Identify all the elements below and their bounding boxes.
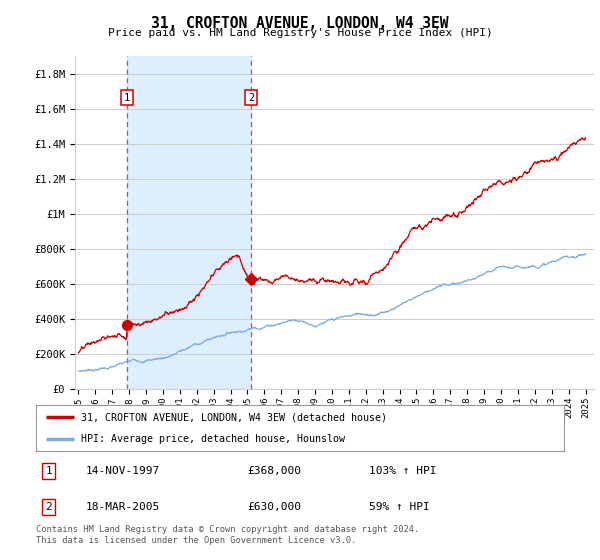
Text: 1: 1 xyxy=(46,466,52,476)
Text: 31, CROFTON AVENUE, LONDON, W4 3EW (detached house): 31, CROFTON AVENUE, LONDON, W4 3EW (deta… xyxy=(81,412,387,422)
Text: 2: 2 xyxy=(248,92,254,102)
Text: Price paid vs. HM Land Registry's House Price Index (HPI): Price paid vs. HM Land Registry's House … xyxy=(107,28,493,38)
Text: 1: 1 xyxy=(124,92,130,102)
Text: Contains HM Land Registry data © Crown copyright and database right 2024.
This d: Contains HM Land Registry data © Crown c… xyxy=(36,525,419,545)
Text: 31, CROFTON AVENUE, LONDON, W4 3EW: 31, CROFTON AVENUE, LONDON, W4 3EW xyxy=(151,16,449,31)
Text: 2: 2 xyxy=(46,502,52,512)
Text: HPI: Average price, detached house, Hounslow: HPI: Average price, detached house, Houn… xyxy=(81,435,345,444)
Text: 59% ↑ HPI: 59% ↑ HPI xyxy=(368,502,430,512)
Text: £630,000: £630,000 xyxy=(247,502,301,512)
Text: 18-MAR-2005: 18-MAR-2005 xyxy=(86,502,160,512)
Text: 103% ↑ HPI: 103% ↑ HPI xyxy=(368,466,436,476)
Bar xyxy=(127,56,251,389)
Text: £368,000: £368,000 xyxy=(247,466,301,476)
Text: 14-NOV-1997: 14-NOV-1997 xyxy=(86,466,160,476)
